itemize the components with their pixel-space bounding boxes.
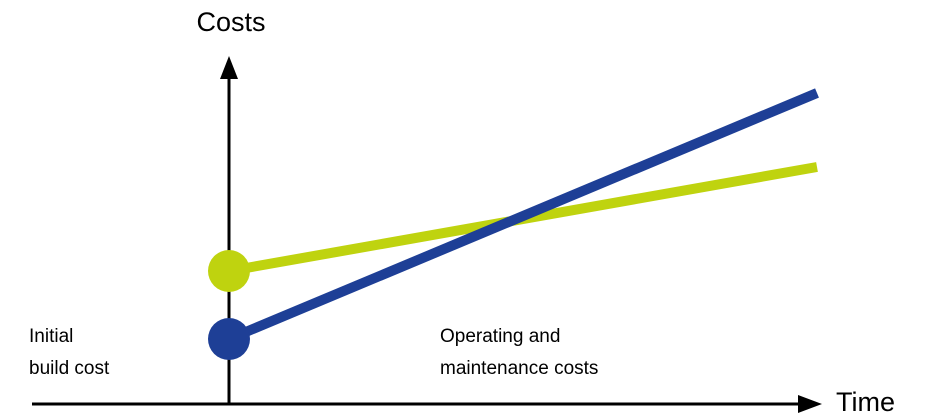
operating-costs-label-line1: Operating and [440, 326, 560, 347]
green-initial-cost-dot [208, 250, 250, 292]
y-axis-title: Costs [196, 7, 265, 37]
blue-cost-line [227, 88, 819, 344]
x-axis-arrowhead [798, 395, 822, 413]
y-axis-arrowhead [220, 56, 238, 79]
operating-costs-label-line2: maintenance costs [440, 358, 598, 379]
initial-build-cost-label-line2: build cost [29, 358, 110, 379]
initial-build-cost-label-line1: Initial [29, 326, 73, 347]
x-axis-title: Time [836, 387, 895, 417]
blue-initial-cost-dot [208, 318, 250, 360]
